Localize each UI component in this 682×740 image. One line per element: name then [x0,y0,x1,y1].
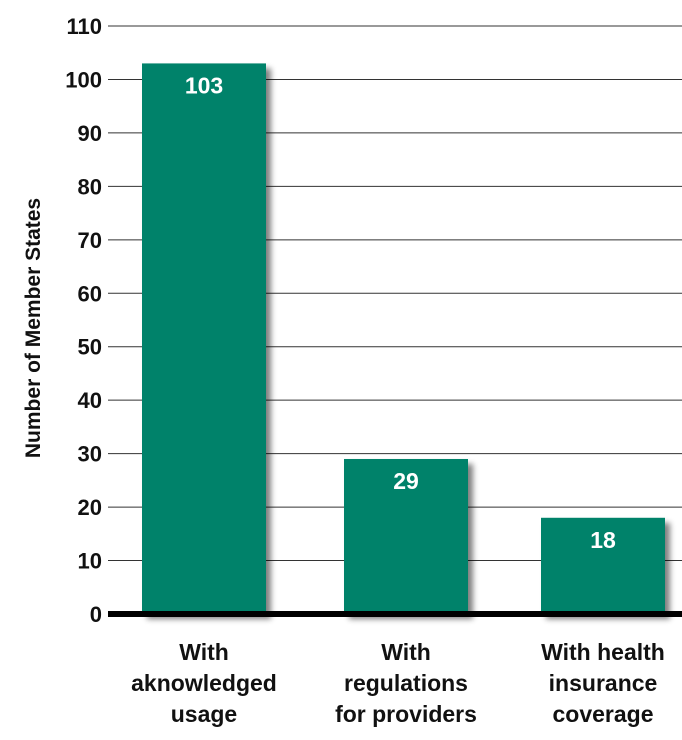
category-label: usage [171,701,237,727]
y-tick-label: 80 [78,174,102,199]
y-tick-label: 90 [78,121,102,146]
bar-value-label: 18 [590,527,616,553]
y-tick-label: 30 [78,442,102,467]
y-tick-label: 10 [78,549,102,574]
x-axis-categories: With aknowledged usage With regulations for p… [131,639,665,727]
category-label: With health [541,639,665,665]
bars: 103 29 18 [142,63,665,614]
y-tick-label: 70 [78,228,102,253]
y-axis-label: Number of Member States [22,198,45,458]
bar [142,63,266,614]
category-label: regulations [344,670,468,696]
y-axis-ticks: 0 10 20 30 40 50 60 70 80 90 100 110 [65,14,102,627]
bar [541,517,665,614]
y-tick-label: 20 [78,495,102,520]
y-tick-label: 40 [78,388,102,413]
bar [344,458,468,614]
category-label: insurance [549,670,658,696]
bar-value-label: 29 [393,468,419,494]
y-tick-label: 100 [65,67,102,92]
category-label: aknowledged [131,670,277,696]
bar-value-label: 103 [185,72,223,98]
y-tick-label: 110 [67,14,103,39]
y-tick-label: 0 [90,602,102,627]
y-tick-label: 60 [78,281,102,306]
category-label: With [381,639,431,665]
category-label: for providers [335,701,477,727]
category-label: With [179,639,229,665]
category-label: coverage [552,701,653,727]
y-tick-label: 50 [78,335,102,360]
